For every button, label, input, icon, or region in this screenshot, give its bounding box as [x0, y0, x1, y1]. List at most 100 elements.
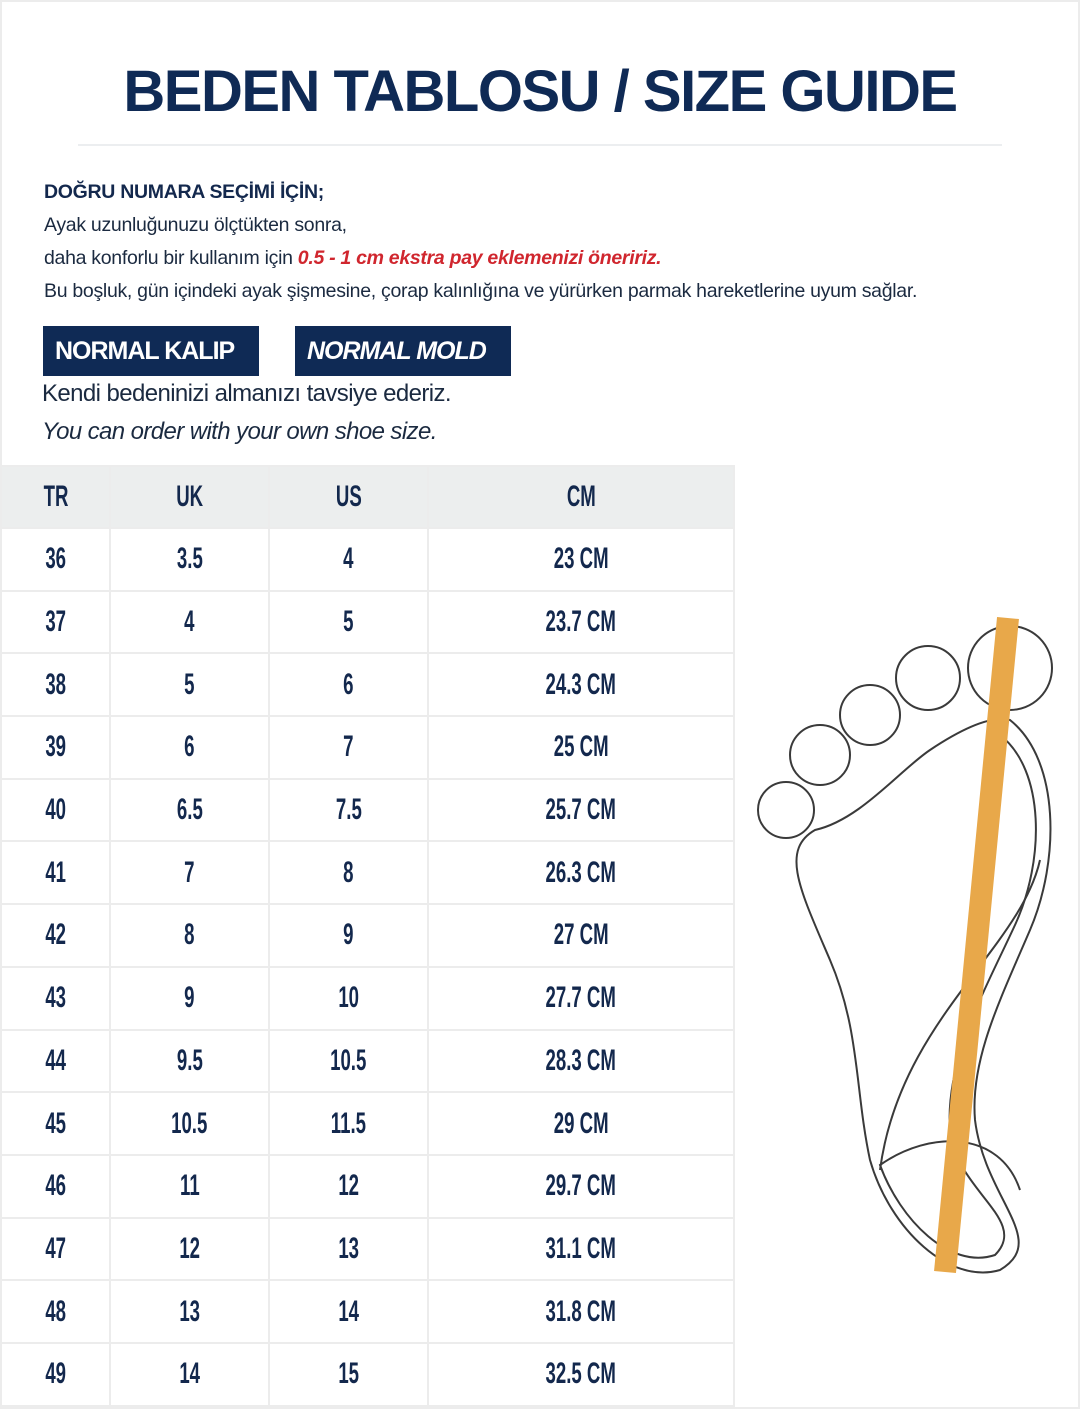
- table-row: 47 12 13 31.1 CM: [2, 1218, 733, 1280]
- cell-value: 44: [45, 1043, 67, 1077]
- table-row: 39 6 7 25 CM: [2, 717, 733, 778]
- cell-value: 49: [45, 1357, 67, 1391]
- table-cell: 46: [2, 1155, 110, 1217]
- table-row: 40 6.5 7.5 25.7 CM: [2, 779, 733, 841]
- table-cell: 31.1 CM: [428, 1218, 733, 1280]
- table-cell: 24.3 CM: [428, 654, 733, 716]
- table-cell: 29.7 CM: [428, 1155, 733, 1217]
- table-cell: 7: [270, 717, 427, 778]
- column-header-us: US: [270, 467, 427, 527]
- table-cell: 27 CM: [428, 905, 733, 966]
- table-cell: 45: [2, 1093, 110, 1154]
- cell-value: 15: [338, 1357, 359, 1391]
- table-cell: 44: [2, 1030, 110, 1092]
- cell-value: 42: [45, 918, 67, 952]
- cell-value: 14: [338, 1294, 359, 1328]
- table-cell: 36: [2, 529, 110, 590]
- table-cell: 11.5: [270, 1093, 427, 1154]
- table-cell: 15: [270, 1343, 427, 1405]
- table-cell: 6.5: [111, 779, 269, 841]
- table-row: 45 10.5 11.5 29 CM: [2, 1093, 733, 1154]
- cell-value: 11.5: [330, 1106, 366, 1140]
- toe-2: [895, 645, 961, 711]
- table-cell: 43: [2, 967, 110, 1029]
- cell-value: 24.3 CM: [545, 667, 617, 701]
- cell-value: 13: [179, 1294, 201, 1328]
- cell-value: 31.8 CM: [545, 1294, 617, 1328]
- cell-value: 6: [184, 730, 195, 764]
- table-cell: 4: [270, 529, 427, 590]
- column-header-tr: TR: [2, 467, 110, 527]
- table-cell: 31.8 CM: [428, 1281, 733, 1342]
- instructions-line-3: Bu boşluk, gün içindeki ayak şişmesine, …: [44, 280, 918, 302]
- cell-value: 9: [184, 981, 195, 1015]
- cell-value: 3.5: [176, 542, 203, 576]
- cell-value: 29.7 CM: [545, 1169, 617, 1203]
- table-row: 38 5 6 24.3 CM: [2, 654, 733, 716]
- table-cell: 26.3 CM: [428, 842, 733, 904]
- table-cell: 8: [270, 842, 427, 904]
- table-cell: 4: [111, 591, 269, 653]
- foot-arch-line: [879, 859, 1041, 1171]
- table-cell: 23 CM: [428, 529, 733, 590]
- cell-value: 8: [343, 855, 354, 889]
- cell-value: 10.5: [330, 1043, 367, 1077]
- table-cell: 14: [111, 1343, 269, 1405]
- table-cell: 39: [2, 717, 110, 778]
- cell-value: 12: [338, 1169, 359, 1203]
- table-cell: 9: [111, 967, 269, 1029]
- table-cell: 48: [2, 1281, 110, 1342]
- divider: [78, 144, 1002, 146]
- cell-value: 7: [184, 855, 195, 889]
- table-cell: 9: [270, 905, 427, 966]
- table-row: 46 11 12 29.7 CM: [2, 1155, 733, 1217]
- instructions-line-1: Ayak uzunluğunuzu ölçtükten sonra,: [44, 214, 347, 236]
- page-title: BEDEN TABLOSU / SIZE GUIDE: [123, 59, 958, 124]
- cell-value: 25.7 CM: [545, 793, 617, 827]
- cell-value: 29 CM: [553, 1106, 609, 1140]
- instructions-heading: DOĞRU NUMARA SEÇİMİ İÇİN;: [44, 181, 324, 203]
- cell-value: 45: [45, 1106, 67, 1140]
- column-header-label: CM: [566, 480, 596, 513]
- table-row: 44 9.5 10.5 28.3 CM: [2, 1030, 733, 1092]
- table-cell: 8: [111, 905, 269, 966]
- cell-value: 14: [179, 1357, 201, 1391]
- table-cell: 47: [2, 1218, 110, 1280]
- cell-value: 5: [343, 605, 354, 639]
- cell-value: 5: [184, 667, 195, 701]
- cell-value: 6.5: [176, 793, 203, 827]
- column-header-uk: UK: [111, 467, 269, 527]
- cell-value: 4: [343, 542, 354, 576]
- table-cell: 23.7 CM: [428, 591, 733, 653]
- table-cell: 6: [111, 717, 269, 778]
- table-cell: 25.7 CM: [428, 779, 733, 841]
- cell-value: 47: [45, 1231, 67, 1265]
- table-cell: 29 CM: [428, 1093, 733, 1154]
- table-cell: 10: [270, 967, 427, 1029]
- table-cell: 13: [270, 1218, 427, 1280]
- table-cell: 5: [111, 654, 269, 716]
- size-table: TR UK US CM 36 3.5 4 23 CM 37 4 5 23.7 CM 38 5 6 24.3 …: [0, 465, 735, 1407]
- table-row: 48 13 14 31.8 CM: [2, 1281, 733, 1342]
- table-cell: 3.5: [111, 529, 269, 590]
- table-cell: 10.5: [270, 1030, 427, 1092]
- cell-value: 28.3 CM: [545, 1043, 617, 1077]
- table-cell: 12: [270, 1155, 427, 1217]
- cell-value: 10.5: [171, 1106, 208, 1140]
- cell-value: 7: [343, 730, 354, 764]
- table-cell: 7: [111, 842, 269, 904]
- table-cell: 10.5: [111, 1093, 269, 1154]
- measuring-ruler: [934, 616, 1019, 1274]
- table-cell: 42: [2, 905, 110, 966]
- table-cell: 49: [2, 1343, 110, 1405]
- column-header-label: TR: [43, 480, 69, 513]
- table-cell: 5: [270, 591, 427, 653]
- foot-inner-outline: [878, 734, 1037, 1259]
- cell-value: 27.7 CM: [545, 981, 617, 1015]
- table-row: 36 3.5 4 23 CM: [2, 529, 733, 590]
- table-cell: 13: [111, 1281, 269, 1342]
- cell-value: 46: [45, 1169, 67, 1203]
- cell-value: 27 CM: [553, 918, 609, 952]
- cell-value: 8: [184, 918, 195, 952]
- cell-value: 39: [45, 730, 67, 764]
